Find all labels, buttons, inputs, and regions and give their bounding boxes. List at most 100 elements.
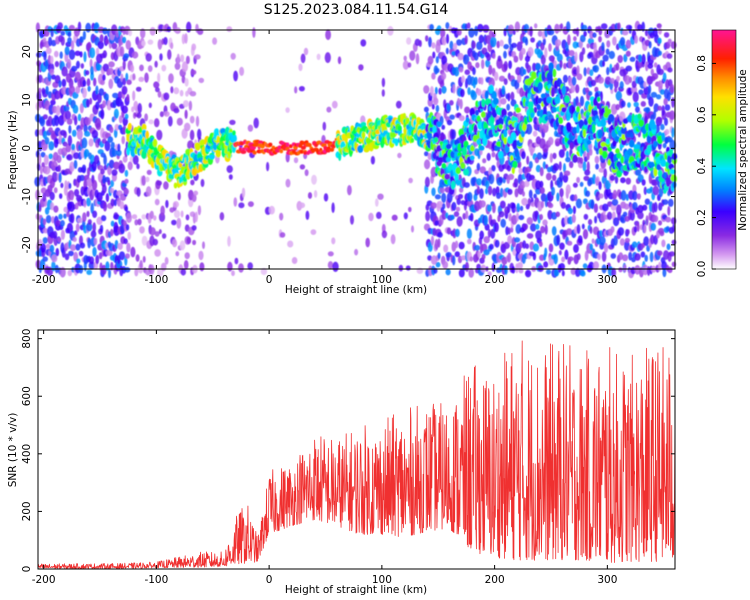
spectrogram-cell — [64, 180, 68, 189]
spectrogram-cell — [120, 34, 124, 46]
spectrogram-cell — [166, 26, 172, 33]
spectrogram-cell — [480, 77, 484, 85]
spectrogram-cell — [279, 212, 284, 221]
spectrogram-cell — [132, 90, 136, 101]
spectrogram-cell — [58, 172, 62, 183]
spectrogram-cell — [451, 51, 456, 56]
spectrogram-cell — [79, 36, 84, 43]
spectrogram-cell — [486, 152, 491, 161]
spectrogram-cell — [595, 191, 601, 202]
spectrogram-cell — [445, 33, 450, 44]
spectrogram-cell — [139, 64, 144, 72]
spectrogram-cell — [481, 253, 486, 260]
spectrogram-cell — [618, 267, 623, 273]
spectrogram-cell — [49, 244, 55, 253]
spectrogram-cell — [643, 186, 647, 195]
spectrogram-cell — [652, 73, 659, 80]
spectrogram-cell — [168, 73, 174, 84]
spectrogram-cell — [488, 84, 494, 94]
spectrogram-cell — [488, 29, 493, 40]
spectrogram-cell — [177, 192, 181, 201]
spectrogram-cell — [75, 85, 81, 94]
spectrogram-cell — [74, 115, 78, 126]
spectrogram-cell — [619, 37, 626, 47]
spectrogram-cell — [368, 212, 374, 222]
spectrogram-cell — [402, 60, 409, 70]
spectrogram-cell — [455, 167, 461, 175]
spectrogram-cell — [427, 255, 432, 261]
spectrogram-cell — [44, 137, 50, 145]
spectrogram-cell — [125, 253, 130, 259]
spectrogram-cell — [55, 248, 60, 257]
spectrogram-cell — [571, 214, 576, 223]
spectrogram-cell — [445, 47, 449, 55]
spectrogram-cell — [671, 174, 677, 184]
spectrogram-cell — [642, 204, 648, 211]
spectrogram-cell — [631, 241, 638, 248]
spectrogram-cell — [486, 53, 491, 62]
spectrogram-cell — [198, 250, 204, 261]
spectrogram-cell — [180, 210, 184, 218]
spectrogram-cell — [608, 113, 615, 122]
spectrogram-cell — [668, 251, 676, 257]
spectrogram-cell — [667, 38, 672, 44]
spectrogram-cell — [542, 37, 546, 46]
spectrogram-cell — [64, 253, 70, 261]
spectrogram-cell — [435, 67, 440, 74]
spectrogram-cell — [603, 168, 607, 179]
spectrogram-cell — [552, 152, 557, 160]
spectrogram-cell — [42, 130, 48, 140]
spectrogram-cell — [127, 122, 132, 131]
spectrogram-cell — [118, 115, 123, 124]
spectrogram-cell — [535, 230, 542, 240]
spectrogram-cell — [501, 108, 507, 117]
spectrogram-cell — [660, 159, 667, 167]
spectrogram-cell — [656, 23, 662, 29]
spectrogram-cell — [37, 154, 42, 165]
spectrogram-cell — [535, 164, 542, 173]
spectrogram-cell — [614, 87, 618, 93]
spectrogram-cell — [71, 129, 77, 137]
spectrogram-cell — [121, 85, 128, 95]
spectrogram-cell — [497, 55, 502, 62]
spectrogram-cell — [187, 140, 194, 150]
spectrogram-cell — [501, 256, 508, 265]
spectrogram-cell — [451, 201, 457, 211]
spectrogram-cell — [512, 139, 518, 150]
spectrogram-cell — [252, 27, 256, 38]
spectrogram-cell — [536, 152, 543, 160]
spectrogram-cell — [613, 235, 618, 246]
spectrogram-cell — [397, 125, 402, 132]
spectrogram-cell — [662, 199, 669, 205]
spectrogram-cell — [589, 30, 594, 40]
spectrogram-cell — [51, 254, 58, 263]
spectrogram-cell — [122, 155, 128, 163]
spectrogram-cell — [660, 123, 665, 131]
spectrogram-cell — [77, 113, 82, 122]
spectrogram-cell — [408, 177, 413, 184]
spectrogram-cell — [648, 96, 654, 107]
y-tick-label: 800 — [21, 329, 33, 349]
spectrogram-cell — [174, 27, 181, 34]
spectrogram-cell — [409, 50, 416, 61]
spectrogram-cell — [322, 121, 327, 131]
spectrogram-cell — [479, 145, 485, 151]
spectrogram-cell — [94, 117, 102, 129]
spectrogram-cell — [111, 42, 118, 50]
spectrogram-cell — [622, 118, 629, 124]
spectrogram-cell — [121, 36, 127, 44]
spectrogram-cell — [665, 177, 671, 188]
spectrogram-cell — [437, 252, 441, 260]
spectrogram-cell — [535, 180, 541, 190]
spectrogram-cell — [642, 264, 649, 276]
spectrogram-cell — [473, 52, 479, 61]
spectrogram-cell — [542, 219, 548, 226]
spectrogram-cell — [93, 155, 100, 165]
spectrogram-cell — [479, 200, 486, 208]
spectrogram-cell — [636, 222, 640, 232]
spectrogram-cell — [563, 62, 567, 70]
spectrogram-cell — [300, 53, 306, 64]
spectrogram-cell — [661, 105, 665, 116]
spectrogram-cell — [667, 67, 673, 73]
spectrogram-cell — [597, 76, 604, 84]
